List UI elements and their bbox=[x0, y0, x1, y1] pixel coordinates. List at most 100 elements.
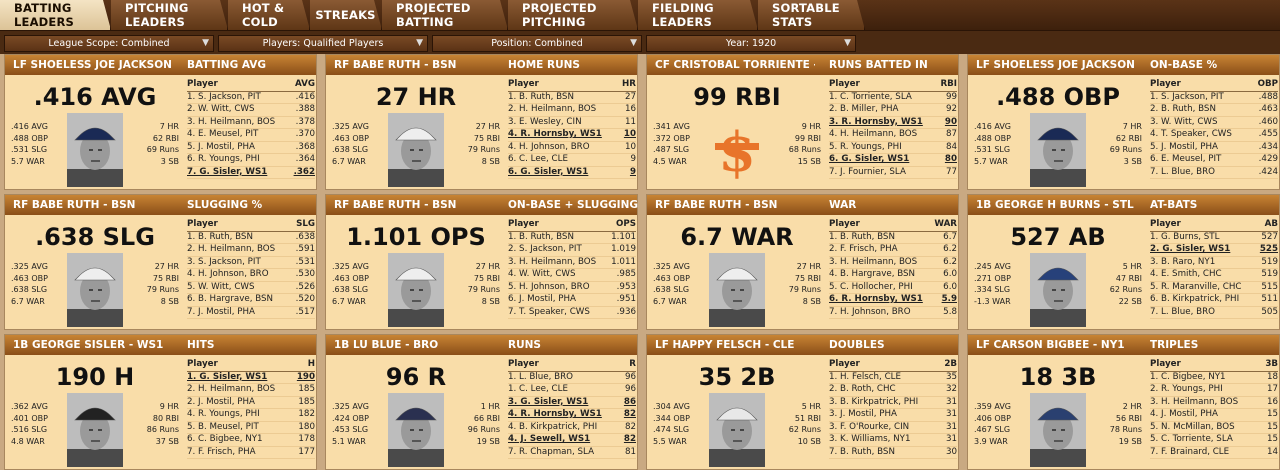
year-dropdown[interactable]: Year: 1920 ▼ bbox=[646, 35, 856, 52]
table-row[interactable]: 2. S. Jackson, PIT 1.019 bbox=[508, 244, 636, 257]
player-name[interactable]: 6. B. Hargrave, BSN bbox=[187, 294, 274, 304]
table-row[interactable]: 3. S. Jackson, PIT .531 bbox=[187, 256, 315, 269]
table-row[interactable]: 2. G. Sisler, WS1 525 bbox=[1150, 244, 1278, 257]
table-row[interactable]: 3. B. Raro, NY1 519 bbox=[1150, 257, 1278, 269]
player-name[interactable]: 2. H. Heilmann, BOS bbox=[187, 244, 276, 254]
player-name-link[interactable]: LF CARSON BIGBEE - NY1 bbox=[976, 339, 1125, 351]
player-name[interactable]: 1. G. Burns, STL bbox=[1150, 231, 1220, 242]
player-name[interactable]: 2. F. Frisch, PHA bbox=[829, 244, 898, 254]
player-photo[interactable] bbox=[388, 393, 444, 467]
player-name[interactable]: 3. J. Mostil, PHA bbox=[829, 409, 897, 419]
player-name[interactable]: 6. G. Sisler, WS1 bbox=[829, 154, 910, 164]
table-row[interactable]: 4. T. Speaker, CWS .455 bbox=[1150, 129, 1278, 142]
table-row[interactable]: 6. G. Sisler, WS1 9 bbox=[508, 167, 636, 179]
table-row[interactable]: 7. G. Sisler, WS1 .362 bbox=[187, 166, 315, 179]
player-name[interactable]: 4. R. Hornsby, WS1 bbox=[508, 409, 602, 419]
table-row[interactable]: 3. W. Witt, CWS .460 bbox=[1150, 116, 1278, 129]
player-name[interactable]: 1. H. Felsch, CLE bbox=[829, 371, 901, 382]
table-row[interactable]: 2. H. Heilmann, BOS 16 bbox=[508, 104, 636, 117]
player-name[interactable]: 2. B. Roth, CHC bbox=[829, 384, 896, 394]
table-row[interactable]: 2. J. Mostil, PHA 185 bbox=[187, 396, 315, 409]
player-name[interactable]: 5. J. Mostil, PHA bbox=[1150, 141, 1218, 152]
player-name[interactable]: 3. H. Heilmann, BOS bbox=[508, 256, 597, 267]
player-name-link[interactable]: 1B GEORGE H BURNS - STL bbox=[976, 199, 1134, 211]
player-name[interactable]: 4. R. Youngs, PHI bbox=[187, 409, 260, 419]
player-name[interactable]: 1. G. Sisler, WS1 bbox=[187, 371, 268, 382]
table-row[interactable]: 6. C. Lee, CLE 9 bbox=[508, 154, 636, 167]
player-name[interactable]: 1. B. Ruth, BSN bbox=[508, 231, 574, 242]
player-name[interactable]: 3. F. O'Rourke, CIN bbox=[829, 421, 910, 432]
tab-pitching-leaders[interactable]: PITCHING LEADERS bbox=[111, 0, 228, 30]
table-row[interactable]: 4. R. Hornsby, WS1 82 bbox=[508, 409, 636, 422]
table-row[interactable]: 1. G. Burns, STL 527 bbox=[1150, 231, 1278, 244]
tab-streaks[interactable]: STREAKS bbox=[310, 0, 382, 30]
table-row[interactable]: 4. R. Youngs, PHI 182 bbox=[187, 409, 315, 422]
player-name-link[interactable]: RF BABE RUTH - BSN bbox=[655, 199, 778, 211]
player-name[interactable]: 7. B. Ruth, BSN bbox=[829, 446, 895, 457]
player-name-link[interactable]: RF BABE RUTH - BSN bbox=[334, 59, 457, 71]
player-photo[interactable] bbox=[67, 253, 123, 327]
table-row[interactable]: 4. J. Mostil, PHA 15 bbox=[1150, 409, 1278, 422]
player-name[interactable]: 2. H. Heilmann, BOS bbox=[508, 104, 597, 114]
player-name[interactable]: 3. S. Jackson, PIT bbox=[187, 256, 261, 267]
player-name[interactable]: 7. G. Sisler, WS1 bbox=[187, 166, 268, 177]
player-name[interactable]: 4. E. Smith, CHC bbox=[1150, 269, 1222, 279]
player-name[interactable]: 7. L. Blue, BRO bbox=[1150, 166, 1215, 177]
player-name[interactable]: 4. E. Meusel, PIT bbox=[187, 129, 259, 139]
table-row[interactable]: 7. L. Blue, BRO .424 bbox=[1150, 166, 1278, 179]
player-name[interactable]: 7. F. Brainard, CLE bbox=[1150, 446, 1230, 457]
players-dropdown[interactable]: Players: Qualified Players ▼ bbox=[218, 35, 428, 52]
table-row[interactable]: 2. B. Roth, CHC 32 bbox=[829, 384, 957, 397]
player-name[interactable]: 4. B. Hargrave, BSN bbox=[829, 269, 916, 279]
table-row[interactable]: 5. C. Hollocher, PHI 6.0 bbox=[829, 282, 957, 294]
player-photo[interactable] bbox=[388, 253, 444, 327]
table-row[interactable]: 2. H. Heilmann, BOS 185 bbox=[187, 384, 315, 397]
table-row[interactable]: 4. W. Witt, CWS .985 bbox=[508, 269, 636, 282]
table-row[interactable]: 5. N. McMillan, BOS 15 bbox=[1150, 422, 1278, 434]
player-name[interactable]: 2. B. Ruth, BSN bbox=[1150, 104, 1216, 114]
player-name[interactable]: 3. H. Heilmann, BOS bbox=[1150, 396, 1239, 407]
player-name[interactable]: 2. R. Youngs, PHI bbox=[1150, 384, 1223, 394]
table-row[interactable]: 3. F. O'Rourke, CIN 31 bbox=[829, 421, 957, 434]
player-name[interactable]: 3. W. Witt, CWS bbox=[1150, 116, 1218, 127]
player-name[interactable]: 5. R. Youngs, PHI bbox=[829, 141, 902, 152]
player-name[interactable]: 3. B. Kirkpatrick, PHI bbox=[829, 396, 919, 407]
player-name-link[interactable]: CF CRISTOBAL TORRIENTE - SLA bbox=[655, 59, 815, 71]
table-row[interactable]: 5. J. Mostil, PHA .434 bbox=[1150, 141, 1278, 154]
table-row[interactable]: 7. J. Fournier, SLA 77 bbox=[829, 167, 957, 179]
player-name[interactable]: 1. C. Torriente, SLA bbox=[829, 91, 912, 102]
player-name[interactable]: 5. C. Torriente, SLA bbox=[1150, 434, 1233, 444]
player-name[interactable]: 7. T. Speaker, CWS bbox=[508, 306, 590, 317]
table-row[interactable]: 4. B. Kirkpatrick, PHI 82 bbox=[508, 422, 636, 434]
player-photo[interactable]: $ bbox=[709, 113, 765, 187]
table-row[interactable]: 6. G. Sisler, WS1 80 bbox=[829, 154, 957, 167]
player-name[interactable]: 2. G. Sisler, WS1 bbox=[1150, 244, 1231, 254]
table-row[interactable]: 6. C. Bigbee, NY1 178 bbox=[187, 434, 315, 447]
tab-batting-leaders[interactable]: BATTING LEADERS bbox=[0, 0, 111, 30]
player-name[interactable]: 3. R. Hornsby, WS1 bbox=[829, 116, 923, 127]
table-row[interactable]: 3. J. Mostil, PHA 31 bbox=[829, 409, 957, 422]
player-name-link[interactable]: 1B LU BLUE - BRO bbox=[334, 339, 439, 351]
table-row[interactable]: 7. R. Chapman, SLA 81 bbox=[508, 447, 636, 459]
player-name[interactable]: 2. B. Miller, PHA bbox=[829, 104, 899, 114]
player-name[interactable]: 4. H. Heilmann, BOS bbox=[829, 129, 918, 139]
table-row[interactable]: 4. H. Heilmann, BOS 87 bbox=[829, 129, 957, 142]
table-row[interactable]: 1. S. Jackson, PIT .416 bbox=[187, 92, 315, 104]
table-row[interactable]: 5. H. Johnson, BRO .953 bbox=[508, 282, 636, 294]
player-name[interactable]: 2. J. Mostil, PHA bbox=[187, 396, 255, 407]
table-row[interactable]: 4. H. Johnson, BRO .530 bbox=[187, 269, 315, 282]
table-row[interactable]: 3. G. Sisler, WS1 86 bbox=[508, 397, 636, 409]
player-name[interactable]: 3. K. Williams, NY1 bbox=[829, 434, 911, 444]
table-row[interactable]: 3. K. Williams, NY1 31 bbox=[829, 434, 957, 447]
table-row[interactable]: 7. H. Johnson, BRO 5.8 bbox=[829, 307, 957, 319]
player-name[interactable]: 1. S. Jackson, PIT bbox=[1150, 91, 1224, 102]
table-row[interactable]: 3. E. Wesley, CIN 11 bbox=[508, 117, 636, 129]
table-row[interactable]: 7. L. Blue, BRO 505 bbox=[1150, 307, 1278, 319]
player-name-link[interactable]: 1B GEORGE SISLER - WS1 bbox=[13, 339, 164, 351]
player-name[interactable]: 5. J. Mostil, PHA bbox=[187, 141, 255, 152]
tab-fielding-leaders[interactable]: FIELDING LEADERS bbox=[638, 0, 758, 30]
table-row[interactable]: 2. F. Frisch, PHA 6.2 bbox=[829, 244, 957, 257]
player-photo[interactable] bbox=[67, 113, 123, 187]
table-row[interactable]: 6. J. Mostil, PHA .951 bbox=[508, 294, 636, 307]
table-row[interactable]: 7. F. Brainard, CLE 14 bbox=[1150, 446, 1278, 459]
